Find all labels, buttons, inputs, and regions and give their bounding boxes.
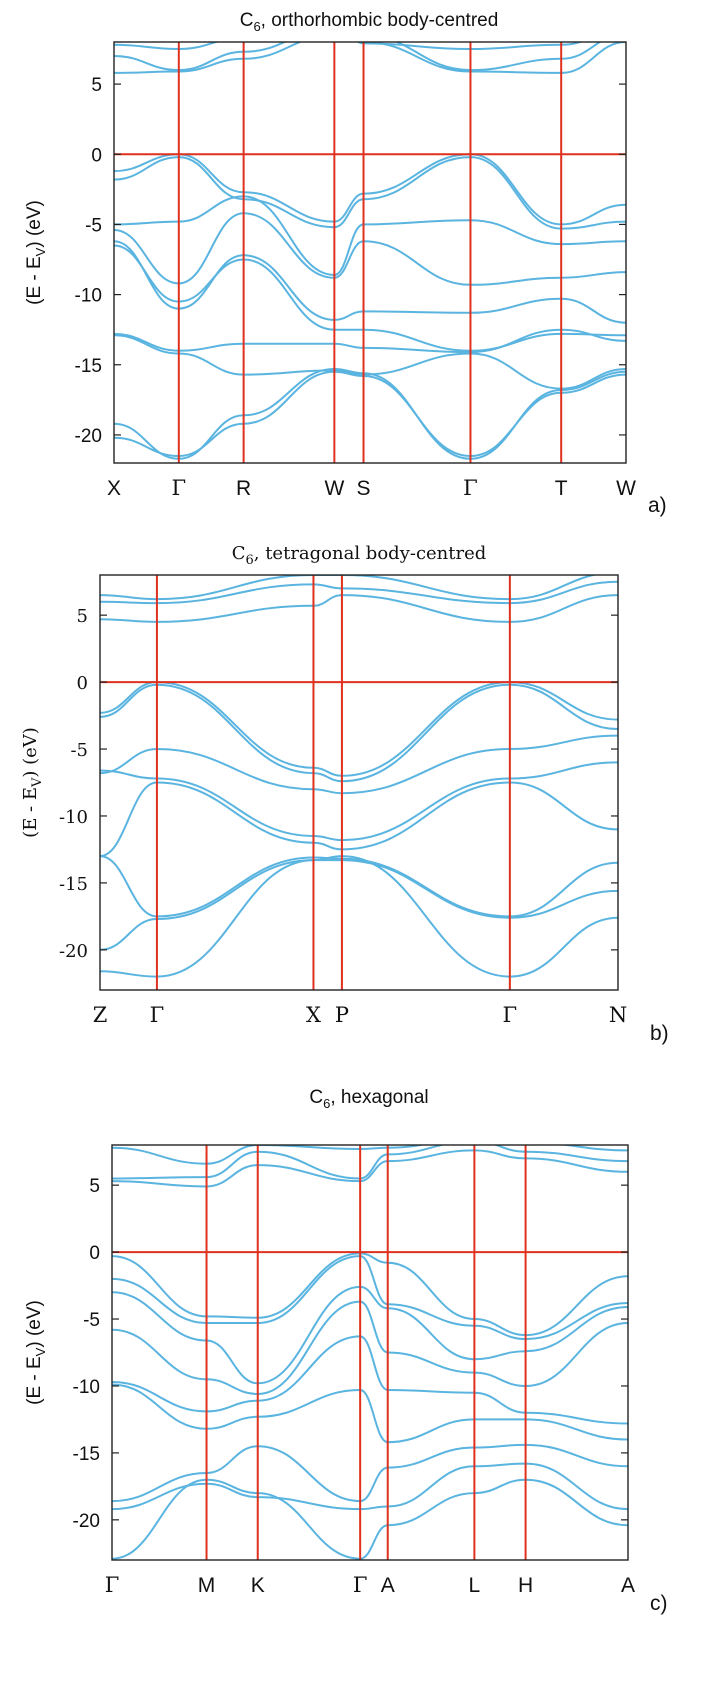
- x-tick-label: X: [107, 477, 121, 500]
- band-series-10: [112, 1149, 628, 1188]
- band-series-1: [114, 153, 626, 226]
- x-tick-label: W: [616, 477, 636, 500]
- x-tick-label: H: [518, 1574, 533, 1597]
- band-series-2: [112, 1255, 628, 1341]
- chart-title: C6, orthorhombic body-centred: [240, 10, 499, 34]
- band-series-5: [112, 1335, 628, 1425]
- x-tick-label: K: [251, 1574, 265, 1597]
- x-tick-label: P: [335, 1003, 349, 1027]
- band-series-9: [114, 367, 626, 460]
- x-tick-label: L: [469, 1574, 481, 1597]
- x-tick-label: W: [324, 477, 344, 500]
- band-series-6: [100, 855, 618, 918]
- band-panel-3: 50-5-10-15-20Γ M K Γ A L H AC6, hexagonal(E - E…: [24, 1087, 668, 1615]
- band-series-12: [114, 42, 602, 72]
- band-series-1: [112, 1252, 628, 1337]
- y-tick-label: -5: [85, 215, 102, 236]
- y-tick-label: 5: [91, 75, 102, 96]
- band-series-8: [114, 334, 626, 390]
- y-tick-label: 5: [77, 606, 88, 627]
- y-tick-label: 0: [89, 1243, 100, 1264]
- chart-title: C6, tetragonal body-centred: [232, 543, 487, 568]
- band-series-10: [114, 370, 626, 458]
- x-tick-label: Γ: [105, 1573, 120, 1597]
- band-series-5: [100, 781, 618, 858]
- band-series-7: [114, 328, 626, 354]
- y-axis-label: (E - EV) (eV): [20, 727, 45, 838]
- band-series-4: [100, 761, 618, 842]
- y-axis-label: (E - EV) (eV): [24, 1300, 48, 1405]
- x-tick-label: Γ: [463, 476, 478, 500]
- x-tick-label: R: [236, 477, 251, 500]
- y-tick-label: -20: [59, 941, 88, 962]
- y-tick-label: -10: [73, 1377, 100, 1398]
- band-series-7: [100, 859, 618, 951]
- y-axis-label: (E - EV) (eV): [24, 200, 48, 305]
- x-tick-label: Γ: [353, 1573, 368, 1597]
- band-series-10: [100, 580, 618, 605]
- x-tick-label: X: [306, 1003, 321, 1027]
- band-series-5: [114, 240, 626, 324]
- y-tick-label: 5: [89, 1176, 100, 1197]
- x-tick-label: Γ: [172, 476, 187, 500]
- band-lines: [100, 575, 618, 978]
- band-series-8: [100, 855, 618, 978]
- x-tick-label: Γ: [503, 1003, 518, 1027]
- band-series-1: [100, 681, 618, 777]
- band-series-6: [114, 244, 626, 352]
- panel-label: c): [650, 1592, 668, 1615]
- x-tick-label: A: [381, 1574, 395, 1597]
- band-series-8: [112, 1462, 628, 1511]
- y-tick-label: -20: [73, 1511, 100, 1532]
- band-series-3: [114, 195, 626, 277]
- x-tick-label: M: [198, 1574, 216, 1597]
- band-panel-2: 5 0 -5 -10 -15 -20 Z Γ X P Γ N C6, tetragonal body-c…: [20, 543, 669, 1045]
- band-series-7: [112, 1443, 628, 1503]
- y-tick-label: 0: [91, 145, 102, 166]
- y-tick-label: -10: [59, 807, 88, 828]
- plot-frame: [113, 41, 627, 464]
- plot-frame: [111, 1144, 629, 1561]
- band-series-4: [114, 212, 626, 286]
- chart-title: C6, hexagonal: [309, 1087, 428, 1111]
- x-tick-label: Γ: [150, 1003, 165, 1027]
- panel-label: a): [648, 494, 667, 517]
- y-tick-label: -15: [73, 1444, 100, 1465]
- band-series-11: [114, 42, 626, 74]
- band-panel-1: 50-5-10-15-20X Γ R W S Γ T WC6, orthorhombic bo…: [24, 10, 667, 517]
- band-lines: [114, 42, 626, 460]
- x-tick-label: Z: [93, 1003, 108, 1027]
- x-tick-label: S: [357, 477, 371, 500]
- panel-label: b): [650, 1022, 669, 1045]
- y-tick-label: -5: [70, 740, 88, 761]
- y-tick-label: -20: [75, 426, 102, 447]
- x-tick-label: A: [621, 1574, 635, 1597]
- band-series-13: [114, 42, 583, 51]
- y-tick-label: -10: [75, 286, 102, 307]
- band-series-2: [100, 683, 618, 783]
- band-lines: [112, 1145, 628, 1560]
- x-tick-label: T: [555, 477, 568, 500]
- y-tick-label: 0: [77, 673, 88, 694]
- y-tick-label: -15: [75, 356, 102, 377]
- x-tick-label: N: [609, 1003, 627, 1027]
- band-series-2: [114, 156, 626, 230]
- plot-frame: [99, 574, 619, 991]
- y-tick-label: -5: [83, 1310, 100, 1331]
- y-tick-label: -15: [59, 874, 88, 895]
